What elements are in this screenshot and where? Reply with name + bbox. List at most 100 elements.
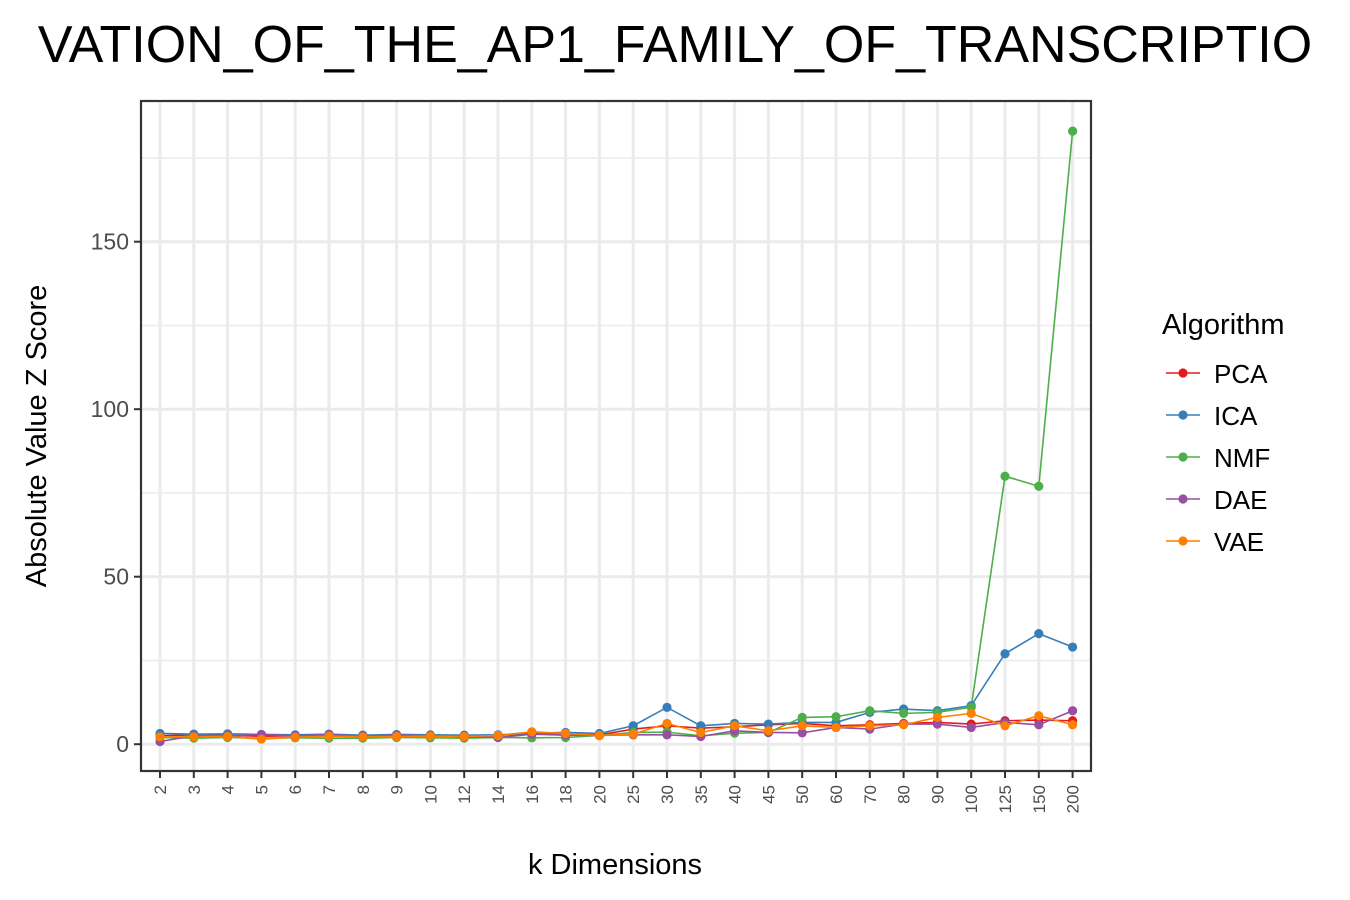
data-point-dae bbox=[797, 728, 807, 738]
data-point-vae bbox=[392, 731, 402, 742]
plot-panel-border bbox=[139, 99, 1093, 773]
x-tick-label: 8 bbox=[354, 785, 373, 794]
y-tick-label: 50 bbox=[103, 564, 129, 590]
legend-label-ica: ICA bbox=[1214, 401, 1258, 431]
data-point-vae bbox=[594, 730, 605, 741]
series-line-nmf bbox=[159, 131, 1074, 739]
data-point-ica bbox=[1034, 629, 1044, 639]
x-tick-label: 60 bbox=[827, 785, 846, 804]
legend-label-dae: DAE bbox=[1214, 485, 1267, 515]
legend-label-vae: VAE bbox=[1214, 527, 1264, 557]
data-point-ica bbox=[1000, 649, 1010, 659]
series-layer bbox=[155, 126, 1078, 747]
data-point-nmf bbox=[831, 712, 841, 722]
legend-key-point-vae bbox=[1178, 536, 1188, 546]
x-tick-label: 2 bbox=[151, 785, 170, 794]
data-point-dae bbox=[932, 719, 943, 729]
data-point-vae bbox=[932, 712, 943, 723]
y-axis-title: Absolute Value Z Score bbox=[21, 285, 53, 588]
x-tick-label: 25 bbox=[624, 785, 643, 804]
x-tick-label: 14 bbox=[489, 785, 508, 804]
series-line-ica bbox=[159, 632, 1073, 736]
x-tick-label: 70 bbox=[861, 785, 880, 804]
data-point-ica bbox=[1068, 642, 1078, 652]
data-point-nmf bbox=[865, 706, 875, 716]
data-point-nmf bbox=[1000, 471, 1010, 481]
plot-background bbox=[141, 101, 1091, 771]
data-point-vae bbox=[324, 731, 334, 741]
data-point-vae bbox=[797, 721, 807, 731]
x-tick-label: 7 bbox=[320, 785, 339, 794]
data-point-vae bbox=[831, 722, 841, 733]
y-tick-label: 0 bbox=[116, 731, 129, 757]
legend-key-point-nmf bbox=[1178, 452, 1188, 462]
x-tick-label: 10 bbox=[421, 785, 440, 804]
data-point-vae bbox=[358, 732, 368, 742]
x-tick-label: 12 bbox=[455, 785, 474, 804]
data-point-vae bbox=[425, 731, 435, 741]
data-point-vae bbox=[730, 721, 740, 731]
data-point-ica bbox=[763, 719, 774, 729]
data-point-nmf bbox=[899, 708, 909, 718]
x-tick-label: 90 bbox=[928, 785, 947, 804]
data-point-vae bbox=[696, 727, 706, 738]
data-point-dae bbox=[966, 722, 976, 733]
data-point-vae bbox=[290, 732, 300, 742]
data-point-vae bbox=[189, 732, 199, 742]
x-tick-label: 3 bbox=[185, 785, 204, 794]
x-tick-label: 35 bbox=[692, 785, 711, 804]
data-point-ica bbox=[628, 721, 638, 731]
x-tick-label: 4 bbox=[219, 785, 238, 794]
x-tick-label: 6 bbox=[286, 785, 305, 794]
data-point-dae bbox=[1068, 706, 1078, 716]
x-tick-label: 45 bbox=[759, 785, 778, 804]
x-tick-label: 80 bbox=[895, 785, 914, 804]
y-tick-label: 100 bbox=[91, 396, 129, 422]
x-tick-label: 125 bbox=[996, 785, 1015, 813]
data-point-vae bbox=[1034, 711, 1044, 721]
legend: Algorithm PCA ICA NMF DAE VAE bbox=[1162, 309, 1285, 557]
data-point-vae bbox=[527, 727, 537, 737]
data-point-vae bbox=[865, 721, 875, 731]
data-point-nmf bbox=[1034, 481, 1044, 491]
x-tick-label: 100 bbox=[962, 785, 981, 813]
x-axis-title: k Dimensions bbox=[528, 849, 702, 881]
legend-title: Algorithm bbox=[1162, 309, 1285, 341]
data-point-nmf bbox=[797, 712, 807, 723]
data-point-vae bbox=[561, 728, 571, 739]
x-tick-label: 200 bbox=[1064, 785, 1083, 813]
data-point-vae bbox=[493, 730, 503, 741]
grid-layer bbox=[141, 101, 1091, 771]
data-point-vae bbox=[459, 731, 469, 742]
series-line-vae bbox=[160, 712, 1073, 740]
data-point-vae bbox=[223, 731, 233, 742]
legend-label-pca: PCA bbox=[1214, 359, 1268, 389]
y-tick-label: 150 bbox=[91, 229, 129, 255]
data-point-dae bbox=[662, 730, 672, 740]
legend-key-point-pca bbox=[1178, 368, 1188, 378]
data-point-nmf bbox=[1068, 126, 1078, 136]
x-tick-label: 50 bbox=[793, 785, 812, 804]
data-point-ica bbox=[662, 702, 672, 712]
chart-title: VATION_OF_THE_AP1_FAMILY_OF_TRANSCRIPTIO bbox=[38, 16, 1312, 74]
data-point-vae bbox=[628, 729, 638, 739]
data-point-vae bbox=[966, 708, 976, 718]
x-tick-label: 40 bbox=[726, 785, 745, 804]
data-point-vae bbox=[899, 720, 909, 730]
x-tick-label: 18 bbox=[557, 785, 576, 804]
data-point-vae bbox=[763, 726, 774, 736]
data-point-vae bbox=[662, 718, 672, 729]
data-point-vae bbox=[1000, 721, 1010, 731]
data-point-ica bbox=[696, 721, 706, 731]
legend-label-nmf: NMF bbox=[1214, 443, 1270, 473]
data-point-vae bbox=[155, 732, 165, 742]
legend-key-point-ica bbox=[1178, 410, 1188, 420]
data-point-vae bbox=[256, 734, 266, 744]
legend-key-point-dae bbox=[1178, 494, 1188, 504]
data-point-dae bbox=[1034, 720, 1044, 730]
x-tick-label: 30 bbox=[658, 785, 677, 804]
x-tick-label: 16 bbox=[523, 785, 542, 804]
x-tick-label: 20 bbox=[590, 785, 609, 804]
x-tick-label: 5 bbox=[252, 785, 271, 794]
